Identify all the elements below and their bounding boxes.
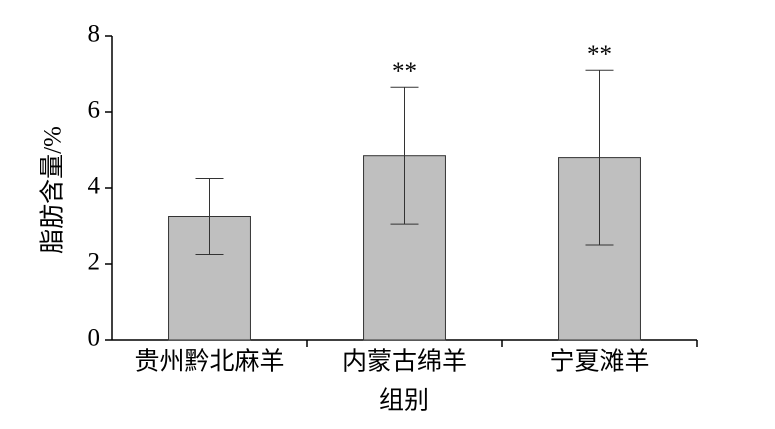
y-tick-label: 6: [88, 97, 101, 124]
x-tick-label: 宁夏滩羊: [549, 348, 649, 376]
x-tick-label: 贵州黔北麻羊: [134, 348, 284, 376]
bar: [558, 157, 641, 341]
y-axis-label: 脂肪含量/%: [39, 126, 67, 254]
y-tick-label: 8: [88, 21, 101, 48]
error-bar: [390, 86, 419, 225]
significance-label: **: [587, 41, 612, 68]
error-bar: [195, 178, 224, 255]
error-bar: [585, 69, 614, 246]
significance-label: **: [392, 58, 417, 85]
y-tick-label: 2: [88, 249, 101, 276]
x-tick-label: 内蒙古绵羊: [342, 348, 467, 376]
x-axis-label: 组别: [379, 387, 429, 415]
y-tick-label: 4: [88, 173, 101, 200]
y-tick-label: 0: [88, 325, 101, 352]
